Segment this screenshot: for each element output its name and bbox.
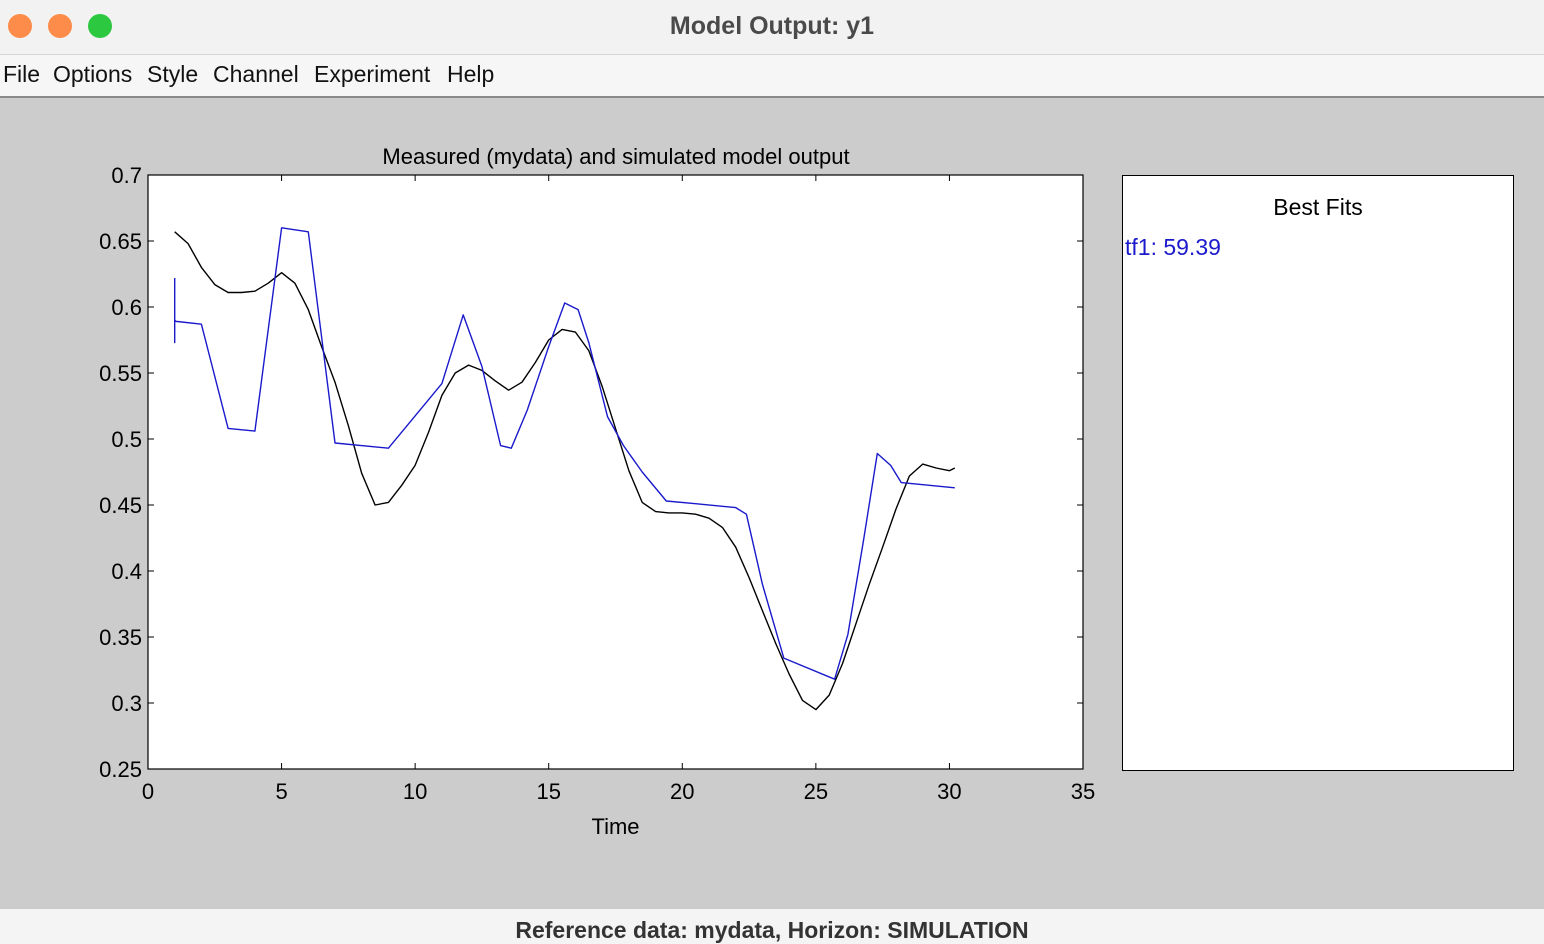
menu-experiment[interactable]: Experiment <box>314 61 431 87</box>
menu-style[interactable]: Style <box>147 61 199 87</box>
model-output-plot[interactable]: 0 5 10 15 20 25 30 35 0.25 0.3 0.35 0.4 0.45 0.5 0.55 0… <box>0 96 1110 856</box>
status-text: Reference data: mydata, Horizon: SIMULAT… <box>515 917 1029 943</box>
plot-area[interactable] <box>147 174 1084 770</box>
plot-lines <box>173 227 956 711</box>
y-tick-label-9: 0.7 <box>111 163 142 188</box>
status-bar: Reference data: mydata, Horizon: SIMULAT… <box>0 909 1544 944</box>
menu-file[interactable]: File <box>3 61 41 87</box>
legend-entry-tf1[interactable]: tf1: 59.39 <box>1125 234 1221 260</box>
menu-bar: File Options Style Channel Experiment He… <box>0 55 1544 98</box>
x-axis-label: Time <box>591 814 639 839</box>
x-tick-label-4: 20 <box>670 779 694 804</box>
zoom-window-button[interactable] <box>88 14 112 38</box>
series-line-0 <box>174 231 956 711</box>
axis-ticks <box>147 174 1084 770</box>
x-tick-label-1: 5 <box>275 779 287 804</box>
menu-channel[interactable]: Channel <box>213 61 299 87</box>
x-tick-label-5: 25 <box>804 779 828 804</box>
menu-help[interactable]: Help <box>447 61 495 87</box>
x-tick-label-0: 0 <box>142 779 154 804</box>
plot-title: Measured (mydata) and simulated model ou… <box>382 144 850 169</box>
axis-tick-labels: 0 5 10 15 20 25 30 35 0.25 0.3 0.35 0.4 0.45 0.5 0.55 0… <box>99 163 1095 804</box>
x-tick-label-2: 10 <box>403 779 427 804</box>
x-tick-label-6: 30 <box>937 779 961 804</box>
y-tick-label-3: 0.4 <box>111 559 142 584</box>
best-fits-title: Best Fits <box>1273 194 1363 220</box>
minimize-window-button[interactable] <box>48 14 72 38</box>
menu-options[interactable]: Options <box>53 61 133 87</box>
best-fits-panel: Best Fits tf1: 59.39 <box>1122 175 1514 771</box>
series-line-1 <box>173 227 955 680</box>
y-tick-label-7: 0.6 <box>111 295 142 320</box>
x-tick-label-3: 15 <box>536 779 560 804</box>
y-tick-label-5: 0.5 <box>111 427 142 452</box>
window-title: Model Output: y1 <box>669 12 875 40</box>
y-tick-label-8: 0.65 <box>99 229 142 254</box>
y-tick-label-1: 0.3 <box>111 691 142 716</box>
y-tick-label-2: 0.35 <box>99 625 142 650</box>
y-tick-label-0: 0.25 <box>99 757 142 782</box>
y-tick-label-6: 0.55 <box>99 361 142 386</box>
y-tick-label-4: 0.45 <box>99 493 142 518</box>
x-tick-label-7: 35 <box>1071 779 1095 804</box>
close-window-button[interactable] <box>8 14 32 38</box>
title-bar: Model Output: y1 <box>0 0 1544 55</box>
